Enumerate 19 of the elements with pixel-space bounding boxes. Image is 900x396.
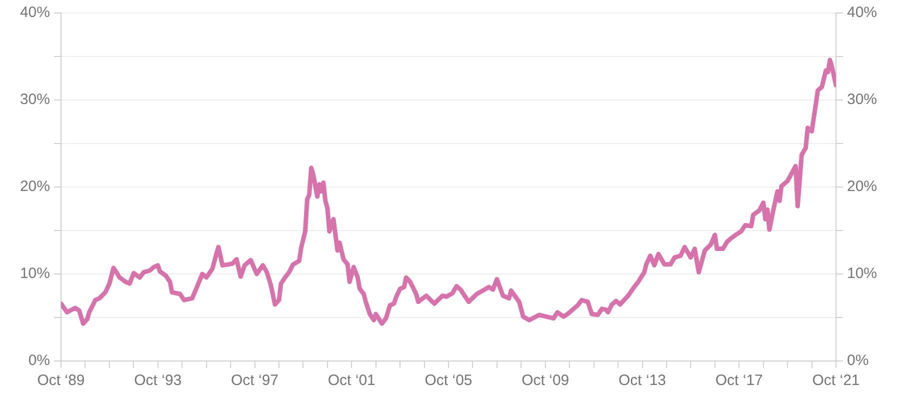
- y2-tick-label: 20%: [847, 178, 878, 196]
- y-tick-label: 20%: [20, 178, 50, 196]
- x-tick-label: Oct ‘97: [230, 372, 279, 390]
- y2-tick-label: 40%: [847, 4, 878, 22]
- x-tick-label: Oct ‘01: [328, 372, 376, 390]
- x-tick-label: Oct ‘21: [812, 372, 860, 390]
- x-tick-label: Oct ‘93: [134, 372, 182, 390]
- x-tick-label: Oct ‘09: [522, 372, 570, 390]
- x-tick-label: Oct ‘17: [715, 372, 763, 390]
- y2-tick-label: 0%: [847, 352, 869, 370]
- y2-tick-label: 10%: [847, 265, 878, 282]
- y-tick-label: 0%: [28, 352, 50, 370]
- y-tick-label: 30%: [20, 91, 50, 108]
- x-tick-label: Oct ‘89: [37, 372, 85, 390]
- x-tick-label: Oct ‘05: [424, 372, 472, 390]
- y-tick-label: 40%: [20, 4, 50, 22]
- y2-tick-label: 30%: [847, 91, 878, 108]
- x-tick-label: Oct ‘13: [618, 372, 666, 390]
- y-tick-label: 10%: [20, 265, 50, 282]
